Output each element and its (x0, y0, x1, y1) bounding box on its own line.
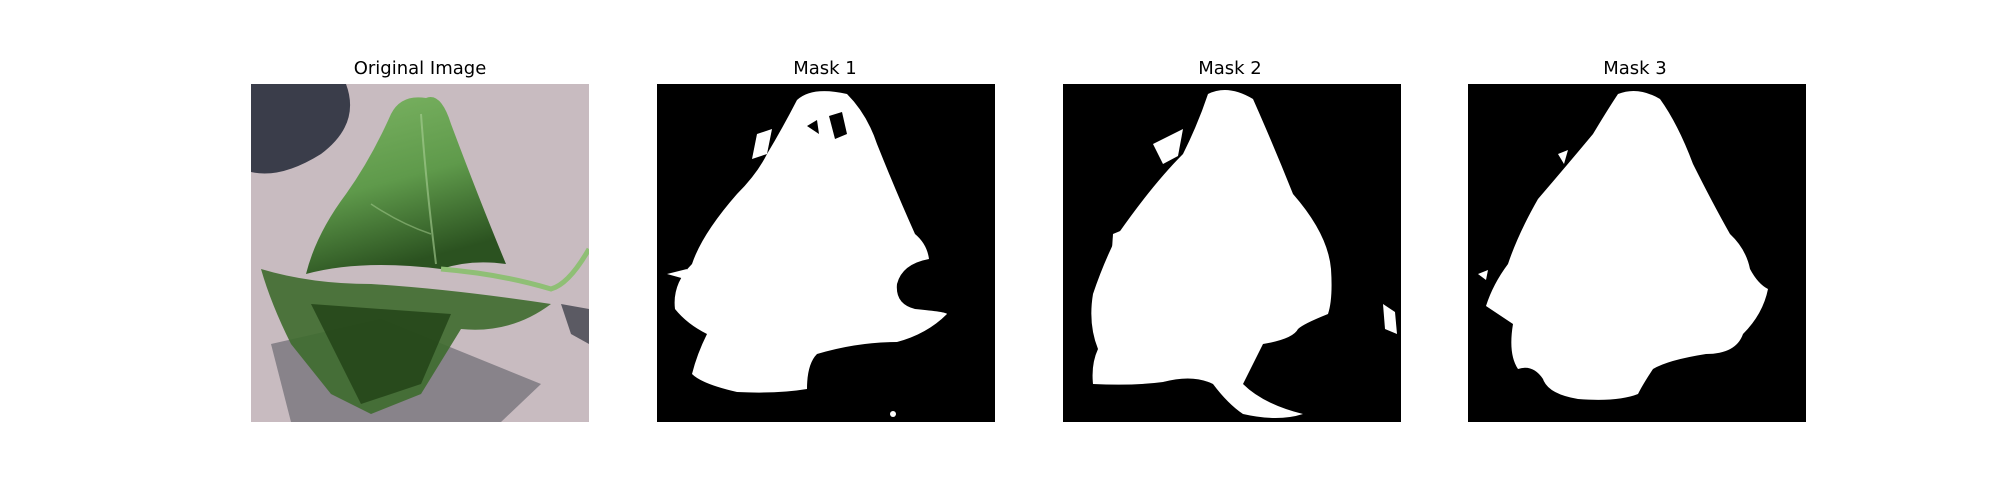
mask-1-image (657, 84, 995, 422)
mask-2-image (1063, 84, 1401, 422)
panel-title-original: Original Image (353, 58, 487, 79)
mask-3-shape (1468, 84, 1806, 422)
original-image (251, 84, 589, 422)
panel-title-mask-3: Mask 3 (1603, 58, 1667, 79)
mask-1-shape (657, 84, 995, 422)
mask-3-image (1468, 84, 1806, 422)
panel-title-mask-1: Mask 1 (793, 58, 857, 79)
mask-2-shape (1063, 84, 1401, 422)
panel-title-mask-2: Mask 2 (1198, 58, 1262, 79)
leaf-photo (251, 84, 589, 422)
